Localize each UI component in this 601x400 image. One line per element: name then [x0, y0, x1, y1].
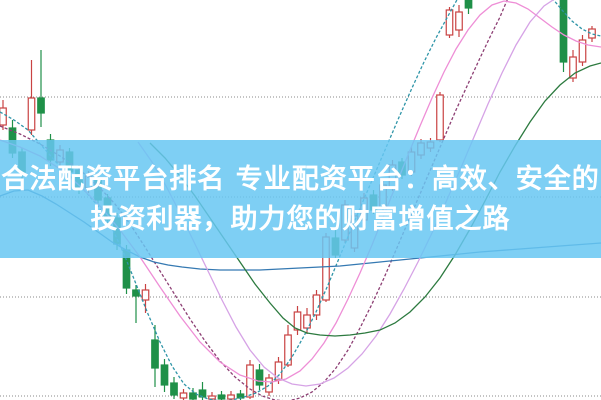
banner-line-1: 合法配资平台排名 专业配资平台：高效、安全的 — [1, 163, 600, 195]
banner-line-2: 投资利器，助力您的财富增值之路 — [90, 203, 511, 235]
promo-banner: 合法配资平台排名 专业配资平台：高效、安全的 投资利器，助力您的财富增值之路 — [0, 140, 601, 258]
